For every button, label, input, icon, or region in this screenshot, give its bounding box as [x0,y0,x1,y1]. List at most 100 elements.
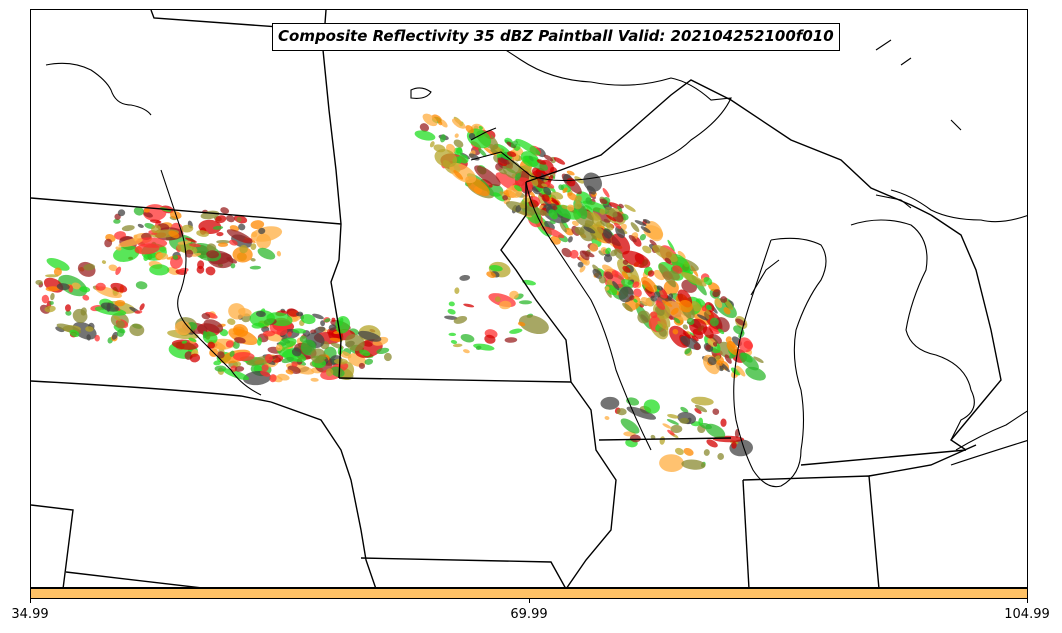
reflectivity-blob [257,247,276,260]
reflectivity-blob [678,300,693,313]
reflectivity-blob [134,310,143,314]
reflectivity-blob [579,250,590,261]
reflectivity-blob [439,119,448,128]
reflectivity-blob [666,419,679,425]
red-lake [410,87,432,99]
reflectivity-blob [649,239,657,247]
reflectivity-blob [717,453,725,460]
reflectivity-blob [541,226,565,239]
reflectivity-blob [226,229,253,244]
reflectivity-blob [376,347,390,355]
reflectivity-blob [45,274,59,278]
reflectivity-blob [720,418,727,427]
reflectivity-blob [735,318,746,326]
reflectivity-blob [118,238,143,248]
reflectivity-blob [522,155,530,163]
reflectivity-blob [682,324,689,330]
reflectivity-blob [691,335,699,342]
reflectivity-blob [49,301,54,305]
reflectivity-blob [639,233,647,241]
reflectivity-blob [515,138,541,155]
reflectivity-blob [622,302,633,312]
reflectivity-blob [712,342,718,347]
reflectivity-blob [227,318,236,325]
reflectivity-blob [94,334,100,342]
reflectivity-blob [670,424,683,434]
reflectivity-blob [296,311,304,317]
reflectivity-blob [465,125,474,134]
reflectivity-blob [517,321,526,327]
colorbar-tick-max: 104.99 [1004,607,1050,622]
ks-ne-border [31,504,74,587]
reflectivity-blob [256,233,272,249]
colorbar-tick-mark [1027,599,1028,603]
reflectivity-blob [552,205,558,210]
reflectivity-blob [292,328,306,334]
reflectivity-blob [72,308,88,323]
reflectivity-blob [658,327,667,337]
reflectivity-blob [709,317,719,327]
reflectivity-blob [604,206,618,218]
reflectivity-blob [447,308,456,315]
reflectivity-blob [650,434,656,440]
reflectivity-blob [234,366,245,372]
reflectivity-blob [620,418,640,434]
reflectivity-blob [206,243,217,253]
reflectivity-blob [50,292,55,301]
reflectivity-blob [598,250,605,256]
reflectivity-blob [739,352,759,371]
ia-east-border [566,381,617,587]
reflectivity-blob [637,310,651,324]
reflectivity-blob [616,408,627,416]
reflectivity-blob [603,228,613,239]
reflectivity-blob [329,337,343,342]
reflectivity-blob [720,362,730,373]
reflectivity-blob [642,218,651,224]
reflectivity-blob [683,447,694,456]
reflectivity-blob [614,248,624,260]
reflectivity-blob [543,186,552,196]
reflectivity-blob [659,436,666,445]
nd-canada-border [150,10,322,31]
reflectivity-blob [703,311,710,320]
reflectivity-blob [622,250,651,268]
reflectivity-blob [203,319,224,333]
reflectivity-blob [658,263,676,288]
reflectivity-blob [238,223,246,231]
reflectivity-blob [463,303,475,308]
reflectivity-blob [677,250,686,259]
reflectivity-blob [735,365,746,377]
reflectivity-blob [684,347,692,355]
reflectivity-blob [174,320,191,336]
reflectivity-blob [683,330,691,339]
reflectivity-blob [135,281,148,290]
reflectivity-blob [672,328,679,335]
reflectivity-blob [46,257,70,271]
reflectivity-blob [716,359,723,366]
reflectivity-blob [115,266,122,275]
reflectivity-blob [262,330,276,337]
reflectivity-blob [600,396,620,410]
reflectivity-blob [656,285,663,291]
reflectivity-blob [642,245,652,254]
reflectivity-blob [629,295,635,301]
reflectivity-blob [484,334,496,344]
reflectivity-blob [261,364,269,372]
reflectivity-blob [518,314,549,335]
ia-mo-border [360,557,566,587]
reflectivity-blob [702,326,714,339]
reflectivity-blob [602,188,610,198]
reflectivity-blob [207,341,215,349]
reflectivity-blob [245,337,257,342]
reflectivity-blob [478,148,487,157]
reflectivity-blob [86,334,91,341]
reflectivity-blob [679,417,690,424]
reflectivity-blob [56,283,70,291]
reflectivity-blob [703,277,713,286]
reflectivity-blob [504,337,518,343]
reflectivity-blob [528,155,534,162]
reflectivity-blob [659,454,684,473]
reflectivity-blob [667,414,679,419]
mn-west-border [322,10,342,379]
reflectivity-blob [144,208,150,213]
